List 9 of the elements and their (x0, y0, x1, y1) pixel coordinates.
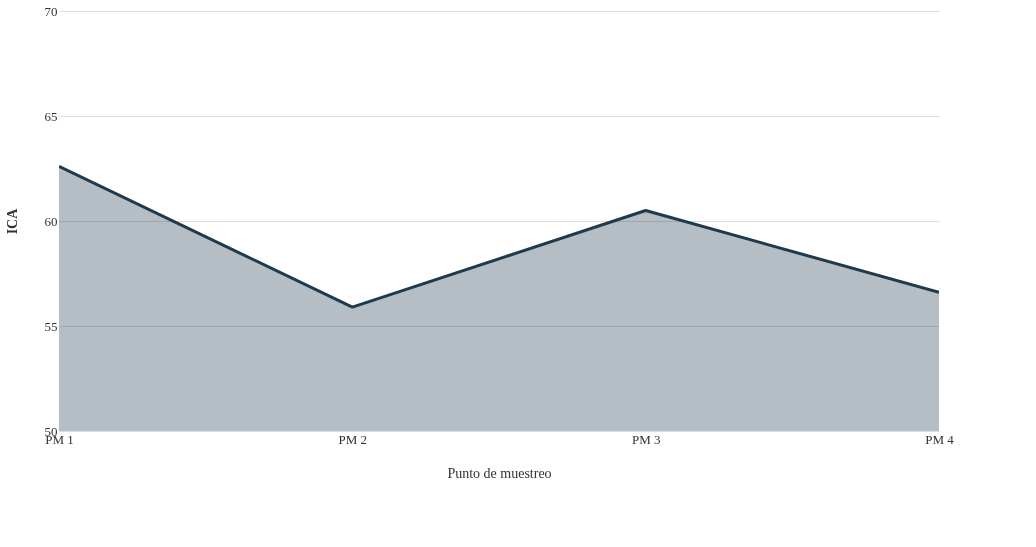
x-tick-label: PM 3 (631, 431, 661, 447)
y-tick-label: 65 (44, 108, 58, 124)
y-tick-label: 70 (44, 3, 58, 19)
x-tick-label: PM 4 (925, 431, 955, 447)
x-tick-label: PM 2 (338, 431, 368, 447)
y-tick-label: 55 (44, 318, 58, 334)
y-axis-title: ICA (4, 207, 20, 235)
y-tick-label: 60 (44, 213, 58, 229)
x-axis-title: Punto de muestreo (447, 465, 552, 481)
